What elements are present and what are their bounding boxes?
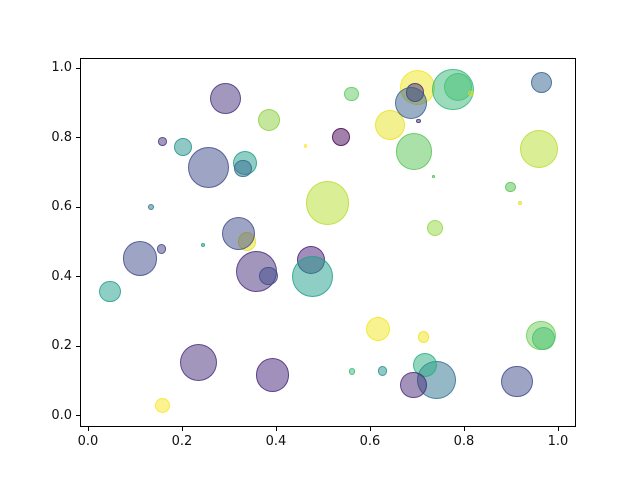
- y-axis-tick: [76, 345, 80, 347]
- scatter-bubble: [209, 82, 241, 114]
- x-axis-tick: [463, 427, 465, 431]
- scatter-bubble: [122, 241, 158, 276]
- scatter-bubble: [99, 281, 121, 303]
- scatter-bubble: [432, 175, 435, 179]
- scatter-bubble: [344, 86, 359, 102]
- x-axis-tick-label: 0.4: [265, 434, 287, 449]
- scatter-bubble: [155, 398, 171, 414]
- scatter-bubble: [395, 133, 433, 171]
- scatter-bubble: [444, 72, 473, 101]
- scatter-bubble: [517, 200, 523, 206]
- scatter-bubble: [416, 118, 421, 124]
- scatter-bubble: [305, 181, 349, 225]
- scatter-bubble: [201, 242, 206, 247]
- scatter-bubble: [468, 90, 474, 97]
- scatter-bubble: [426, 219, 444, 237]
- y-axis-tick-label: 0.4: [51, 268, 72, 284]
- x-axis-tick: [87, 427, 89, 431]
- scatter-bubble: [258, 109, 281, 132]
- y-axis-tick: [76, 206, 80, 208]
- scatter-bubble: [255, 358, 289, 392]
- y-axis-tick: [76, 137, 80, 138]
- scatter-bubble: [366, 316, 391, 341]
- plot-area: [80, 58, 576, 427]
- y-axis-tick-label: 0.8: [51, 129, 72, 145]
- x-axis-tick-label: 0.8: [453, 434, 475, 449]
- scatter-bubble: [236, 250, 278, 293]
- y-axis-tick-label: 0.6: [51, 199, 72, 214]
- y-axis-tick: [76, 67, 80, 69]
- scatter-bubble: [399, 371, 427, 399]
- scatter-bubble: [221, 216, 256, 251]
- x-axis-tick: [275, 427, 277, 431]
- scatter-bubble: [303, 144, 308, 148]
- x-axis-tick-label: 0.2: [171, 434, 193, 449]
- scatter-bubble: [519, 129, 559, 169]
- x-axis-tick-label: 1.0: [547, 434, 569, 449]
- x-axis-tick-label: 0.6: [359, 434, 381, 449]
- x-axis-tick-label: 0.0: [77, 434, 99, 449]
- scatter-bubble: [505, 181, 516, 193]
- scatter-bubble: [179, 343, 218, 382]
- y-axis-tick-label: 0.2: [51, 338, 72, 353]
- scatter-bubble: [292, 256, 334, 298]
- scatter-bubble: [147, 203, 155, 211]
- scatter-bubble: [173, 137, 192, 156]
- y-axis-tick: [76, 276, 80, 277]
- y-axis-tick-label: 0.0: [51, 407, 72, 423]
- x-axis-tick: [557, 427, 559, 431]
- scatter-bubble: [259, 266, 278, 286]
- y-axis-tick-label: 1.0: [51, 60, 72, 75]
- x-axis-tick: [369, 427, 371, 431]
- scatter-bubble: [157, 244, 167, 254]
- scatter-bubble: [501, 366, 533, 398]
- scatter-bubble: [187, 146, 229, 189]
- scatter-bubble: [417, 331, 430, 343]
- scatter-bubble: [234, 159, 252, 178]
- x-axis-tick: [181, 427, 183, 431]
- scatter-bubble: [531, 326, 556, 351]
- scatter-bubble: [348, 368, 356, 375]
- y-axis-tick: [76, 415, 80, 416]
- scatter-bubble: [530, 71, 553, 94]
- scatter-bubble: [394, 87, 427, 120]
- scatter-bubble: [158, 137, 168, 146]
- scatter-bubble: [377, 366, 388, 376]
- scatter-bubble: [331, 127, 350, 146]
